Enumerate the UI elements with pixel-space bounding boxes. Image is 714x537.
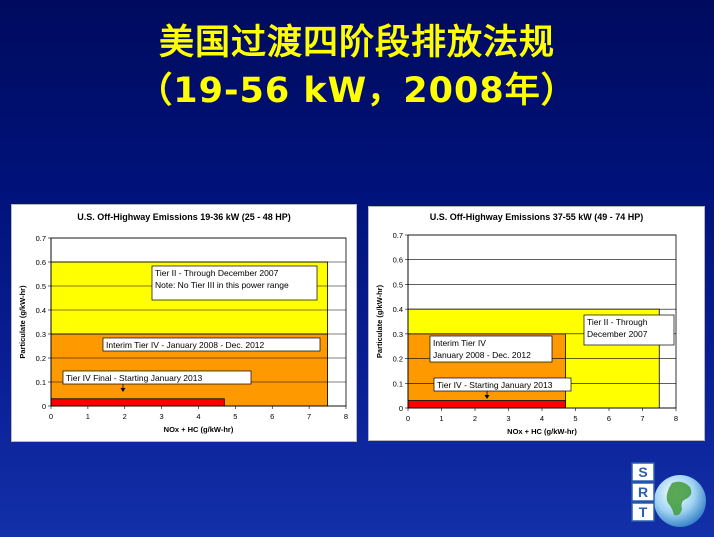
srt-logo: S R T: [628, 461, 708, 531]
slide-subtitle: （19-56 kW，2008年）: [137, 71, 577, 111]
x-tick-label: 8: [344, 412, 348, 421]
logo-letter: R: [638, 484, 648, 500]
annotation-text: Tier IV Final - Starting January 2013: [66, 373, 202, 383]
x-axis-label: NOx + HC (g/kW-hr): [507, 427, 577, 436]
x-tick-label: 7: [307, 412, 311, 421]
x-tick-label: 0: [49, 412, 53, 421]
y-tick-label: 0.6: [393, 256, 403, 265]
x-tick-label: 6: [607, 414, 611, 423]
tier-region-3: [407, 400, 566, 409]
x-tick-label: 3: [160, 412, 164, 421]
annotation-box: [429, 335, 553, 363]
chart-panel-19-36kw: U.S. Off-Highway Emissions 19-36 kW (25 …: [11, 204, 357, 442]
x-tick-label: 7: [640, 414, 644, 423]
x-tick-label: 2: [473, 414, 477, 423]
logo-letter: T: [639, 504, 648, 520]
chart-title: U.S. Off-Highway Emissions 19-36 kW (25 …: [77, 212, 291, 222]
x-tick-label: 4: [540, 414, 544, 423]
y-tick-label: 0.5: [393, 280, 403, 289]
y-axis-label: Particulate (g/kW-hr): [375, 284, 384, 358]
x-tick-label: 3: [506, 414, 510, 423]
tier-region-3: [50, 398, 225, 407]
y-tick-label: 0.4: [36, 306, 46, 315]
y-tick-label: 0.1: [393, 379, 403, 388]
annotation-text: December 2007: [587, 329, 648, 339]
annotation-text: Tier II - Through December 2007: [155, 268, 279, 278]
annotation-box: [583, 314, 675, 346]
annotation-arrowhead: [484, 395, 490, 399]
annotation-text: Note: No Tier III in this power range: [155, 280, 289, 290]
y-tick-label: 0.7: [393, 231, 403, 240]
y-axis-label: Particulate (g/kW-hr): [18, 285, 27, 359]
x-tick-label: 8: [674, 414, 678, 423]
y-tick-label: 0.1: [36, 378, 46, 387]
slide-title: 美国过渡四阶段排放法规: [158, 23, 555, 63]
y-tick-label: 0: [42, 402, 46, 411]
annotation-box: [62, 370, 252, 385]
emissions-chart-37-55kw: U.S. Off-Highway Emissions 37-55 kW (49 …: [375, 212, 678, 436]
annotation-text: Tier II - Through: [587, 317, 648, 327]
x-tick-label: 5: [233, 412, 237, 421]
x-tick-label: 1: [86, 412, 90, 421]
y-tick-label: 0.6: [36, 258, 46, 267]
y-tick-label: 0.2: [393, 355, 403, 364]
annotation-box: [102, 337, 321, 352]
logo-letter: S: [638, 464, 647, 480]
y-tick-label: 0.3: [36, 330, 46, 339]
annotation-box: [151, 265, 318, 301]
y-tick-label: 0: [399, 404, 403, 413]
chart-panel-37-55kw: U.S. Off-Highway Emissions 37-55 kW (49 …: [368, 206, 705, 441]
y-tick-label: 0.4: [393, 305, 403, 314]
y-tick-label: 0.7: [36, 234, 46, 243]
annotation-text: Tier IV - Starting January 2013: [437, 380, 553, 390]
annotation-text: Interim Tier IV: [433, 338, 486, 348]
y-tick-label: 0.3: [393, 330, 403, 339]
chart-title: U.S. Off-Highway Emissions 37-55 kW (49 …: [430, 212, 644, 222]
y-tick-label: 0.2: [36, 354, 46, 363]
x-tick-label: 5: [573, 414, 577, 423]
emissions-chart-19-36kw: U.S. Off-Highway Emissions 19-36 kW (25 …: [18, 212, 348, 434]
y-tick-label: 0.5: [36, 282, 46, 291]
x-tick-label: 0: [406, 414, 410, 423]
annotation-text: Interim Tier IV - January 2008 - Dec. 20…: [106, 340, 265, 350]
x-tick-label: 4: [196, 412, 200, 421]
x-tick-label: 6: [270, 412, 274, 421]
annotation-arrowhead: [120, 388, 126, 392]
x-tick-label: 2: [123, 412, 127, 421]
annotation-box: [433, 377, 572, 392]
x-axis-label: NOx + HC (g/kW-hr): [164, 425, 234, 434]
x-tick-label: 1: [439, 414, 443, 423]
annotation-text: January 2008 - Dec. 2012: [433, 350, 531, 360]
